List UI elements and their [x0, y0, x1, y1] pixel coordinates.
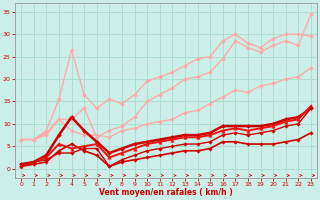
X-axis label: Vent moyen/en rafales ( km/h ): Vent moyen/en rafales ( km/h ) — [99, 188, 233, 197]
